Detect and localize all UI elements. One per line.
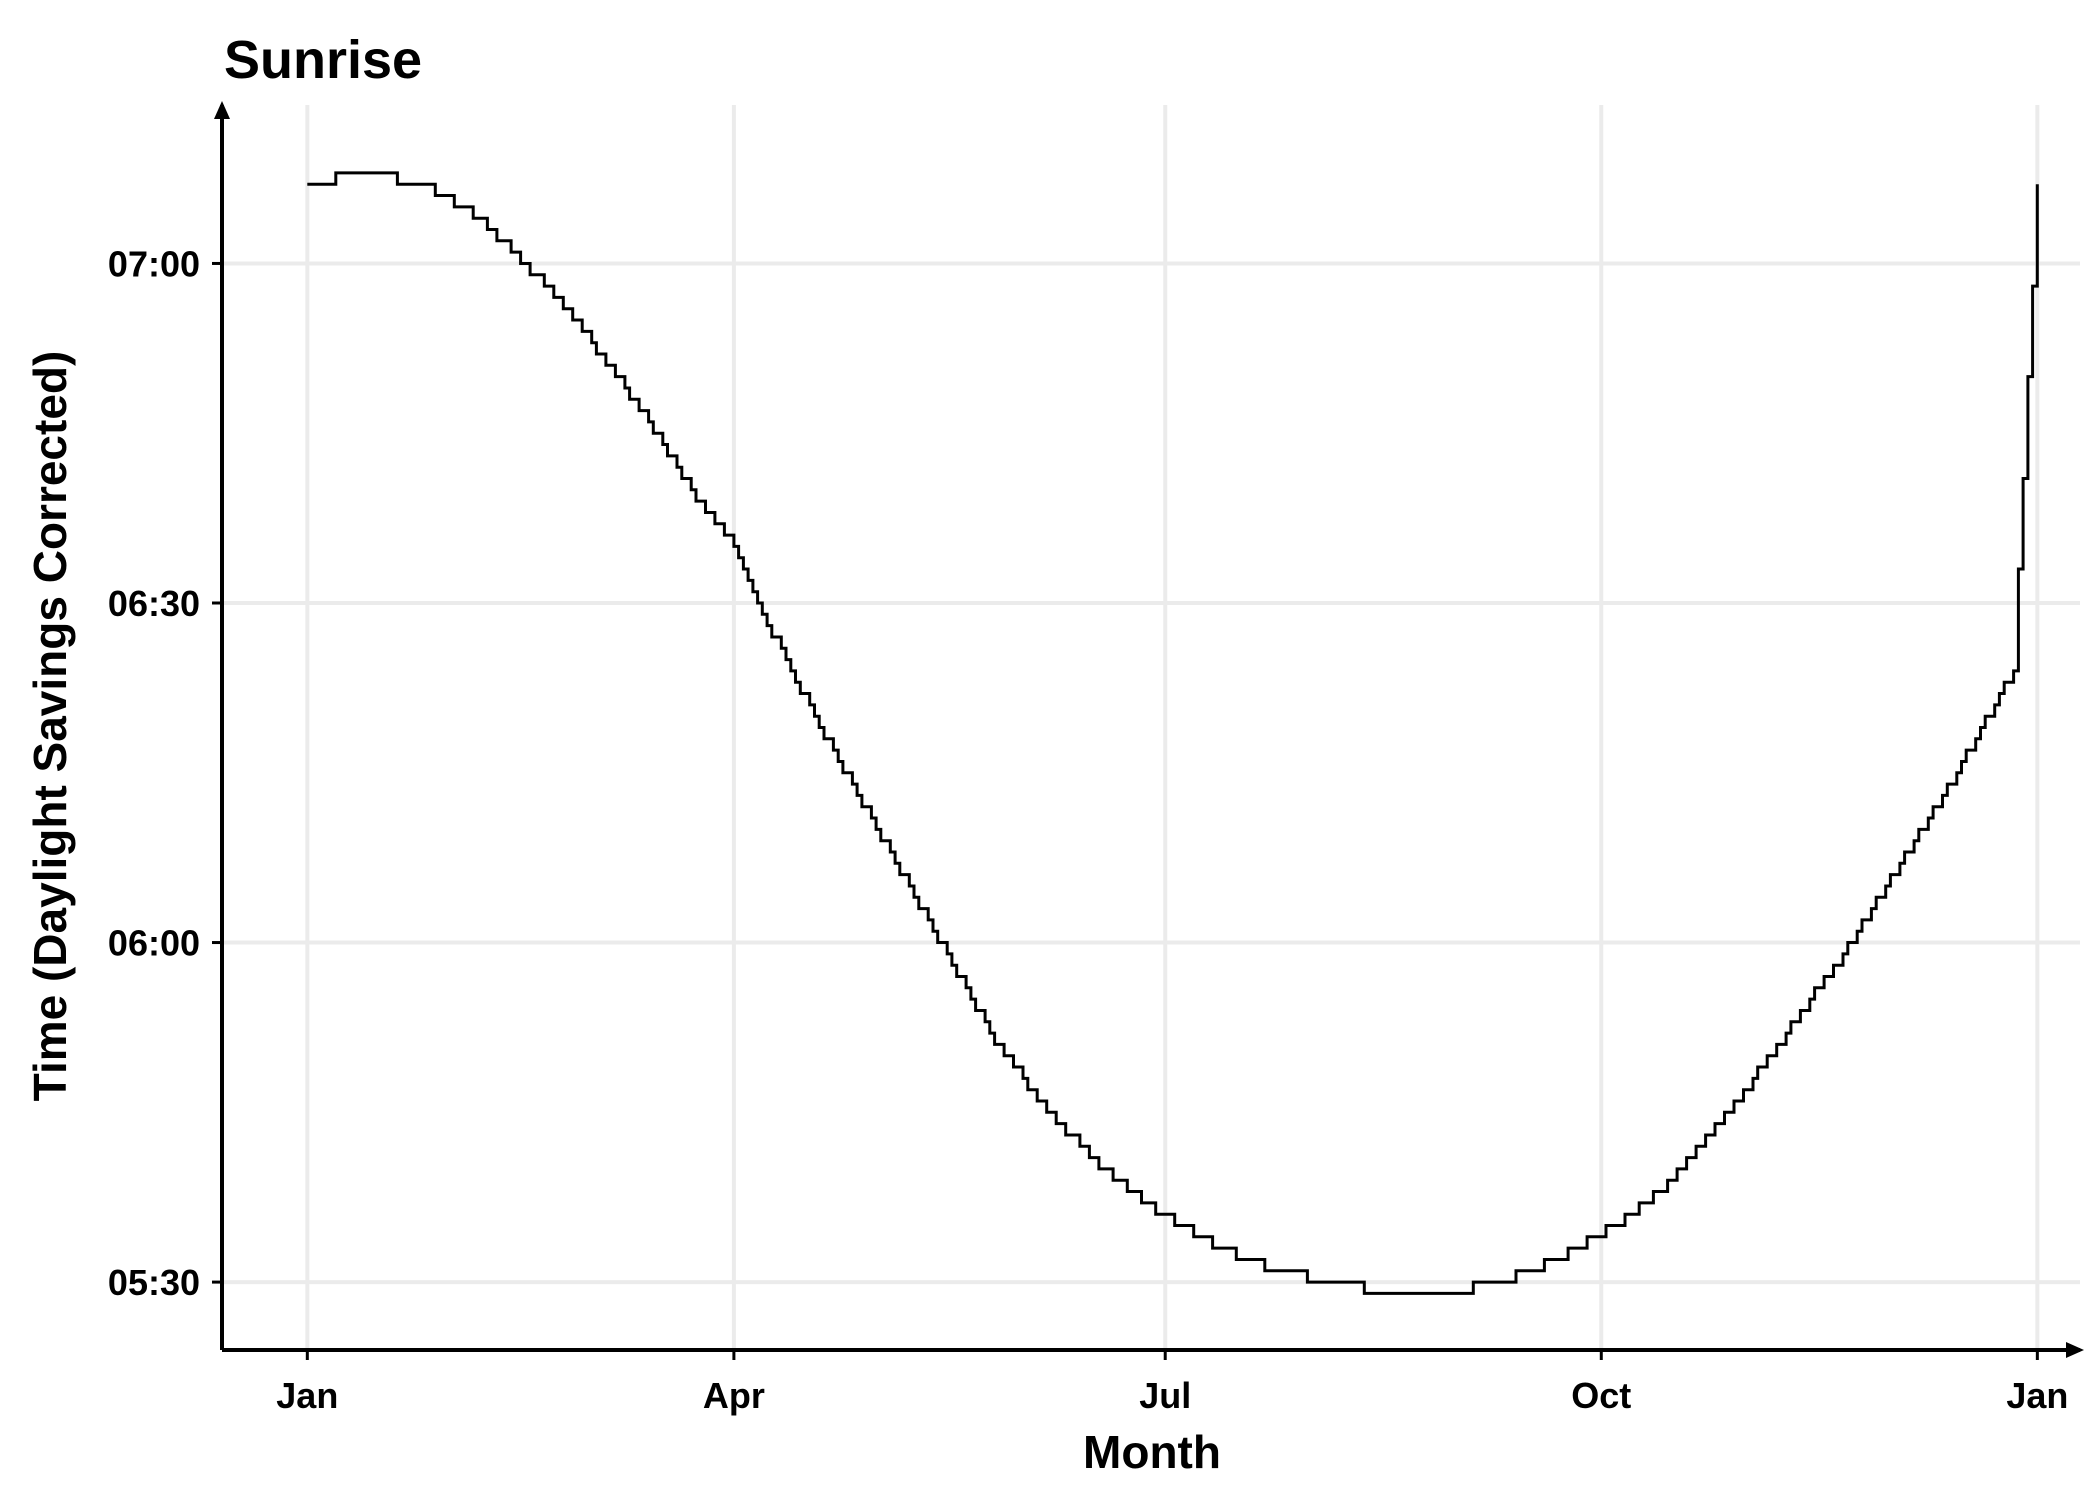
y-tick-label: 06:30 — [108, 583, 200, 624]
y-axis-arrowhead — [214, 101, 230, 119]
y-tick-label: 06:00 — [108, 923, 200, 964]
tick-labels: Jan Apr Jul Oct Jan 05:30 06:00 06:30 07:00 — [108, 243, 2068, 1416]
y-tick-label: 05:30 — [108, 1262, 200, 1303]
axes — [212, 101, 2084, 1360]
x-tick-label: Apr — [703, 1375, 765, 1416]
x-tick-label: Jan — [276, 1375, 338, 1416]
x-tick-label: Jan — [2006, 1375, 2068, 1416]
y-axis-title: Time (Daylight Savings Corrected) — [24, 351, 76, 1102]
y-tick-label: 07:00 — [108, 243, 200, 284]
x-tick-label: Jul — [1139, 1375, 1191, 1416]
x-tick-label: Oct — [1571, 1375, 1631, 1416]
grid-lines — [222, 105, 2080, 1350]
sunrise-time-line — [307, 171, 2039, 1295]
chart-title: Sunrise — [224, 30, 422, 90]
x-axis-title: Month — [1083, 1426, 1221, 1478]
x-axis-arrowhead — [2066, 1342, 2084, 1358]
